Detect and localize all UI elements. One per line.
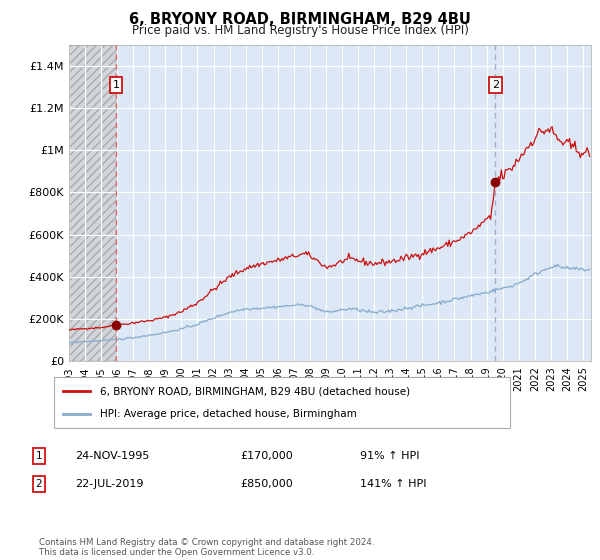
Text: 22-JUL-2019: 22-JUL-2019 <box>75 479 143 489</box>
Text: 2: 2 <box>492 80 499 90</box>
Text: 6, BRYONY ROAD, BIRMINGHAM, B29 4BU (detached house): 6, BRYONY ROAD, BIRMINGHAM, B29 4BU (det… <box>100 386 410 396</box>
Text: 6, BRYONY ROAD, BIRMINGHAM, B29 4BU: 6, BRYONY ROAD, BIRMINGHAM, B29 4BU <box>129 12 471 27</box>
Text: 141% ↑ HPI: 141% ↑ HPI <box>360 479 427 489</box>
Text: 2: 2 <box>35 479 43 489</box>
Bar <box>69 45 116 361</box>
Text: £850,000: £850,000 <box>240 479 293 489</box>
Text: £170,000: £170,000 <box>240 451 293 461</box>
Text: HPI: Average price, detached house, Birmingham: HPI: Average price, detached house, Birm… <box>100 409 356 419</box>
FancyBboxPatch shape <box>54 377 510 428</box>
Bar <box>69 45 116 361</box>
Text: 1: 1 <box>112 80 119 90</box>
Text: 24-NOV-1995: 24-NOV-1995 <box>75 451 149 461</box>
Text: Price paid vs. HM Land Registry's House Price Index (HPI): Price paid vs. HM Land Registry's House … <box>131 24 469 36</box>
Text: 91% ↑ HPI: 91% ↑ HPI <box>360 451 419 461</box>
Text: Contains HM Land Registry data © Crown copyright and database right 2024.
This d: Contains HM Land Registry data © Crown c… <box>39 538 374 557</box>
Text: 1: 1 <box>35 451 43 461</box>
